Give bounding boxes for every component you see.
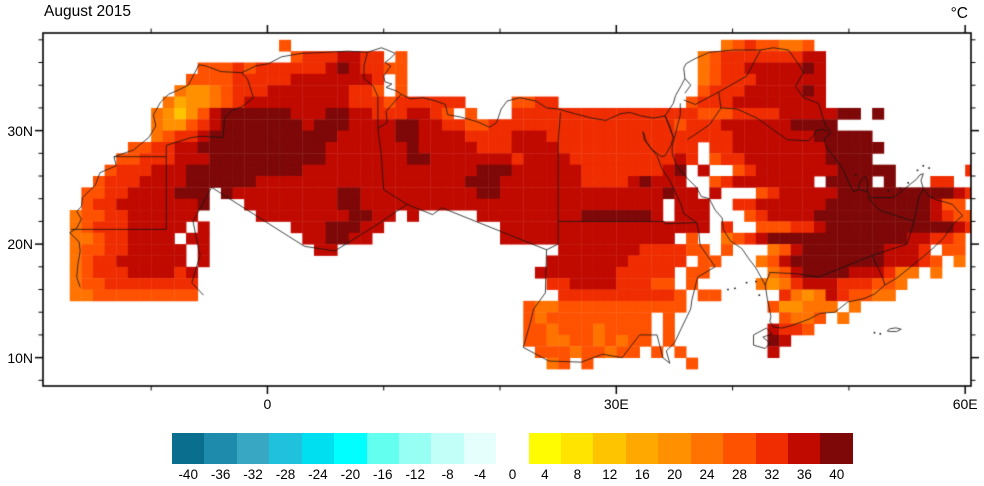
colorbar-cell [172, 433, 205, 464]
colorbar-cell [269, 433, 302, 464]
colorbar-label: 0 [508, 467, 517, 482]
colorbar-labels: -40 -36 -32 -28 -24 -20 -16 -12 -8 -4 0 4 8 12 16 20 24 2… [172, 467, 853, 483]
colorbar-label: -8 [441, 467, 454, 482]
colorbar-cell [755, 433, 789, 464]
colorbar-cell [366, 433, 399, 464]
colorbar-cell [593, 433, 626, 464]
colorbar-label: 40 [829, 467, 845, 482]
colorbar-label: 36 [796, 467, 812, 482]
lat-tick-label: 30N [7, 122, 33, 139]
colorbar-label: -12 [405, 467, 425, 482]
colorbar-cell [496, 433, 529, 464]
colorbar-cell [820, 433, 853, 464]
colorbar [172, 433, 853, 464]
colorbar-cell [788, 433, 821, 464]
colorbar-cell [463, 433, 497, 464]
colorbar-label: 28 [731, 467, 748, 482]
colorbar-label: 12 [602, 467, 618, 482]
colorbar-label: -16 [373, 467, 393, 482]
colorbar-cell [334, 433, 367, 464]
lon-tick-label: 30E [603, 396, 629, 412]
colorbar-cell [301, 433, 335, 464]
colorbar-label: -4 [474, 467, 487, 482]
colorbar-cell [431, 433, 464, 464]
colorbar-label: 20 [667, 467, 683, 482]
colorbar-label: -40 [178, 467, 198, 482]
colorbar-cell [204, 433, 237, 464]
colorbar-cell [625, 433, 659, 464]
colorbar-label: -24 [308, 467, 328, 482]
colorbar-label: -20 [340, 467, 361, 482]
colorbar-label: -28 [275, 467, 296, 482]
colorbar-label: 8 [573, 467, 582, 482]
colorbar-label: -32 [243, 467, 263, 482]
colorbar-cell [723, 433, 756, 464]
colorbar-label: 4 [541, 467, 549, 482]
lon-tick-label: 0 [263, 396, 272, 412]
lat-tick-label: 20N [7, 236, 33, 253]
colorbar-cell [561, 433, 594, 464]
colorbar-label: -36 [210, 467, 231, 482]
colorbar-cell [236, 433, 270, 464]
lon-tick-label: 60E [952, 396, 978, 412]
colorbar-label: 32 [764, 467, 780, 482]
colorbar-cell [690, 433, 724, 464]
colorbar-label: 16 [634, 467, 650, 482]
colorbar-cell [528, 433, 562, 464]
colorbar-label: 24 [699, 467, 715, 482]
colorbar-cell [658, 433, 691, 464]
colorbar-cell [398, 433, 432, 464]
lat-tick-label: 10N [7, 349, 33, 366]
